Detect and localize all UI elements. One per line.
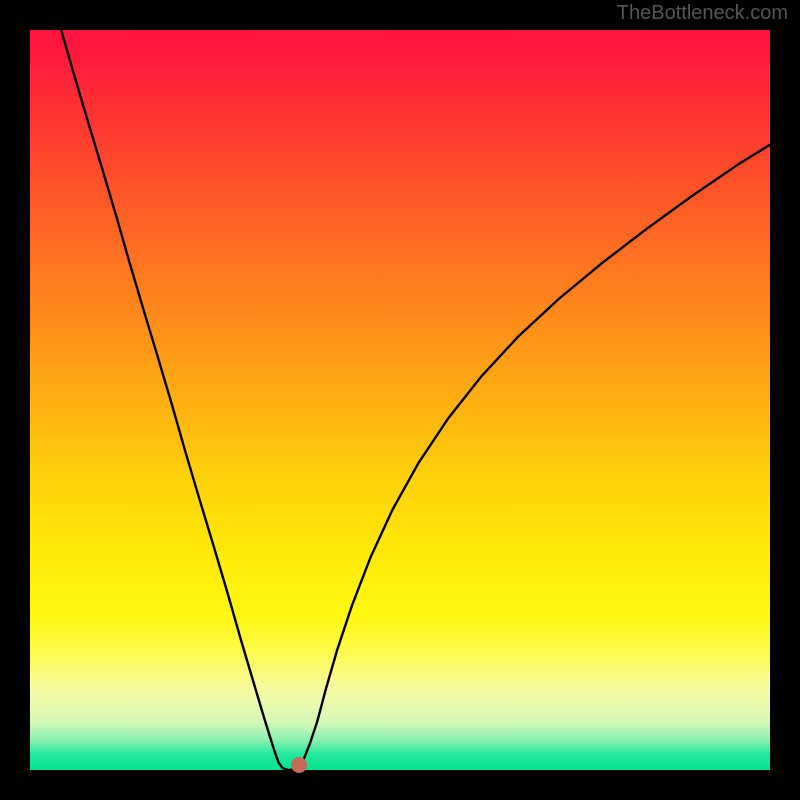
- chart-frame: TheBottleneck.com: [0, 0, 800, 800]
- plot-area: [30, 30, 770, 770]
- curve-path: [61, 30, 770, 770]
- watermark-text: TheBottleneck.com: [617, 2, 788, 25]
- min-marker: [291, 757, 307, 773]
- curve-layer: [30, 30, 770, 770]
